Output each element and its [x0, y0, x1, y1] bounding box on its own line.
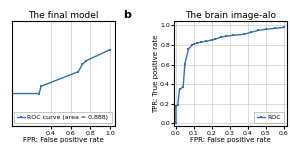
ROC curve (area = 0.888)	[39, 85, 43, 87]
Y-axis label: TPR: True positive rate: TPR: True positive rate	[153, 34, 159, 113]
ROC	[214, 38, 217, 40]
ROC	[257, 29, 260, 31]
ROC curve (area = 0.888)	[77, 71, 80, 73]
ROC curve (area = 0.888)	[10, 93, 13, 94]
ROC	[210, 39, 213, 41]
ROC	[199, 41, 203, 43]
ROC	[192, 43, 196, 45]
ROC	[183, 63, 187, 65]
ROC curve (area = 0.888)	[108, 49, 112, 51]
ROC curve (area = 0.888)	[37, 93, 41, 94]
Legend: ROC: ROC	[254, 112, 284, 123]
ROC	[249, 31, 253, 33]
Line: ROC curve (area = 0.888): ROC curve (area = 0.888)	[10, 48, 111, 109]
Line: ROC: ROC	[175, 26, 285, 125]
ROC	[181, 86, 185, 88]
ROC	[219, 36, 222, 38]
ROC	[178, 88, 181, 90]
ROC	[174, 122, 178, 124]
X-axis label: FPR: False positive rate: FPR: False positive rate	[190, 137, 271, 143]
ROC	[242, 33, 246, 35]
ROC	[232, 34, 235, 36]
ROC	[190, 44, 194, 46]
ROC	[282, 26, 285, 28]
ROC curve (area = 0.888)	[81, 63, 84, 65]
ROC	[224, 35, 228, 37]
Legend: ROC curve (area = 0.888): ROC curve (area = 0.888)	[14, 112, 112, 123]
ROC	[174, 105, 178, 107]
ROC	[264, 28, 267, 30]
ROC	[205, 40, 208, 42]
ROC	[176, 104, 180, 106]
ROC	[273, 27, 276, 29]
ROC	[196, 42, 199, 44]
ROC curve (area = 0.888)	[84, 60, 88, 62]
X-axis label: FPR: False positive rate: FPR: False positive rate	[23, 137, 104, 143]
ROC curve (area = 0.888)	[10, 107, 13, 109]
Title: The final model: The final model	[28, 11, 98, 20]
Title: The brain image-alo: The brain image-alo	[185, 11, 276, 20]
ROC	[187, 48, 190, 50]
Text: b: b	[123, 10, 131, 20]
